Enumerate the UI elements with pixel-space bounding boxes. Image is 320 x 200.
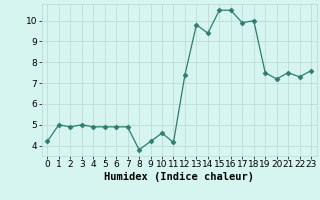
X-axis label: Humidex (Indice chaleur): Humidex (Indice chaleur): [104, 172, 254, 182]
